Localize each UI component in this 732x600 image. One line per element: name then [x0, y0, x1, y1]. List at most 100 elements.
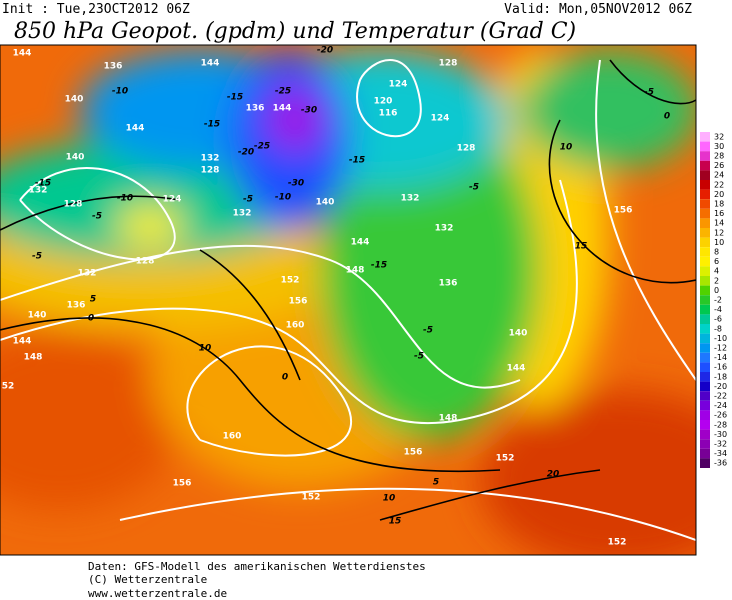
temperature-contours [0, 59, 696, 521]
colorbar-label: -26 [714, 411, 727, 420]
geopotential-label: 144 [13, 49, 32, 59]
geopotential-label: 132 [29, 186, 48, 196]
colorbar-swatch [700, 429, 710, 440]
colorbar-swatch [700, 400, 710, 411]
colorbar-label: 18 [714, 200, 724, 209]
temperature-label: 5 [433, 478, 439, 488]
temperature-label: 0 [282, 373, 288, 383]
colorbar-label: 16 [714, 209, 724, 218]
colorbar-label: -36 [714, 459, 727, 468]
colorbar-swatch [700, 160, 710, 171]
colorbar-swatch [700, 141, 710, 152]
temperature-label: -10 [275, 193, 291, 203]
geopotential-label: 156 [614, 206, 633, 216]
geopotential-label: 160 [223, 432, 242, 442]
geopotential-label: 128 [64, 200, 83, 210]
geopotential-label: 124 [431, 114, 450, 124]
temperature-label: -10 [117, 194, 133, 204]
colorbar-swatch [700, 314, 710, 324]
temperature-label: 20 [547, 470, 560, 480]
geopotential-label: 52 [2, 382, 15, 392]
colorbar-swatch [700, 218, 710, 228]
geopotential-label: 144 [351, 238, 370, 248]
colorbar-label: 20 [714, 190, 724, 199]
colorbar-label: -8 [714, 324, 722, 333]
geopotential-label: 152 [302, 493, 321, 503]
colorbar-label: -24 [714, 401, 727, 410]
colorbar-swatch [700, 247, 710, 257]
geopotential-label: 132 [401, 194, 420, 204]
geopotential-contours [0, 59, 696, 541]
geopotential-label: 152 [608, 538, 627, 548]
temperature-label: -5 [92, 212, 102, 222]
geopotential-label: 140 [28, 311, 47, 321]
geopotential-label: 148 [346, 266, 365, 276]
temperature-label: 10 [199, 344, 212, 354]
temperature-label: -25 [275, 87, 291, 97]
footer-line: (C) Wetterzentrale [88, 573, 207, 586]
geopotential-label: 116 [379, 109, 398, 119]
geopotential-label: 140 [66, 153, 85, 163]
geopotential-label: 136 [439, 279, 458, 289]
colorbar-label: -16 [714, 363, 727, 372]
colorbar-label: -20 [714, 382, 727, 391]
temperature-label: -10 [112, 87, 128, 97]
temperature-label: 0 [664, 112, 670, 122]
map-title: 850 hPa Geopot. (gpdm) und Temperatur (G… [14, 19, 576, 44]
temperature-label: 15 [575, 242, 588, 252]
colorbar-swatch [700, 266, 710, 276]
contour-labels: 144 136 144 140 144 140 136 144 128 124 120 116 124 1… [2, 46, 670, 548]
geopotential-label: 144 [201, 59, 220, 69]
temperature-label: -5 [32, 252, 42, 262]
temperature-label: -30 [301, 106, 317, 116]
geopotential-label: 136 [104, 62, 123, 72]
colorbar-label: 0 [714, 286, 719, 295]
colorbar-label: -10 [714, 334, 727, 343]
geopotential-label: 152 [496, 454, 515, 464]
geopotential-label: 156 [289, 297, 308, 307]
colorbar-label: 26 [714, 161, 724, 170]
colorbar-swatch [700, 295, 710, 305]
colorbar-label: -34 [714, 449, 727, 458]
colorbar-swatch [700, 352, 710, 363]
colorbar-swatch [700, 304, 710, 315]
colorbar-swatch [700, 132, 710, 142]
temperature-label: 15 [389, 517, 402, 527]
init-time: Init : Tue,23OCT2012 06Z [2, 2, 190, 17]
geopotential-label: 124 [163, 195, 182, 205]
temperature-label: -15 [227, 93, 243, 103]
colorbar-swatch [700, 372, 710, 382]
colorbar: 32302826242220181614121086420-2-4-6-8-10… [700, 132, 727, 468]
colorbar-label: -22 [714, 392, 727, 401]
colorbar-swatch [700, 285, 710, 296]
geopotential-label: 132 [435, 224, 454, 234]
geopotential-label: 136 [67, 301, 86, 311]
colorbar-swatch [700, 381, 710, 392]
colorbar-label: 10 [714, 238, 724, 247]
map-frame [0, 44, 697, 556]
colorbar-swatch [700, 362, 710, 372]
temperature-label: -30 [288, 179, 304, 189]
colorbar-label: 28 [714, 152, 724, 161]
colorbar-label: -30 [714, 430, 727, 439]
colorbar-label: 24 [714, 171, 724, 180]
colorbar-label: -14 [714, 353, 727, 362]
geopotential-label: 132 [201, 154, 220, 164]
geopotential-label: 120 [374, 97, 393, 107]
colorbar-swatch [700, 458, 710, 468]
colorbar-label: -2 [714, 296, 722, 305]
geopotential-label: 152 [281, 276, 300, 286]
temperature-label: -5 [414, 352, 424, 362]
geopotential-label: 140 [316, 198, 335, 208]
geopotential-label: 128 [136, 257, 155, 267]
colorbar-label: 6 [714, 257, 719, 266]
temperature-label: -5 [423, 326, 433, 336]
colorbar-swatch [700, 276, 710, 286]
colorbar-swatch [700, 228, 710, 238]
footer-line: Daten: GFS-Modell des amerikanischen Wet… [88, 560, 426, 573]
temperature-label: -5 [469, 183, 479, 193]
colorbar-swatch [700, 208, 710, 219]
geopotential-label: 128 [439, 59, 458, 69]
map-area: 144 136 144 140 144 140 136 144 128 124 120 116 124 1… [0, 45, 696, 555]
